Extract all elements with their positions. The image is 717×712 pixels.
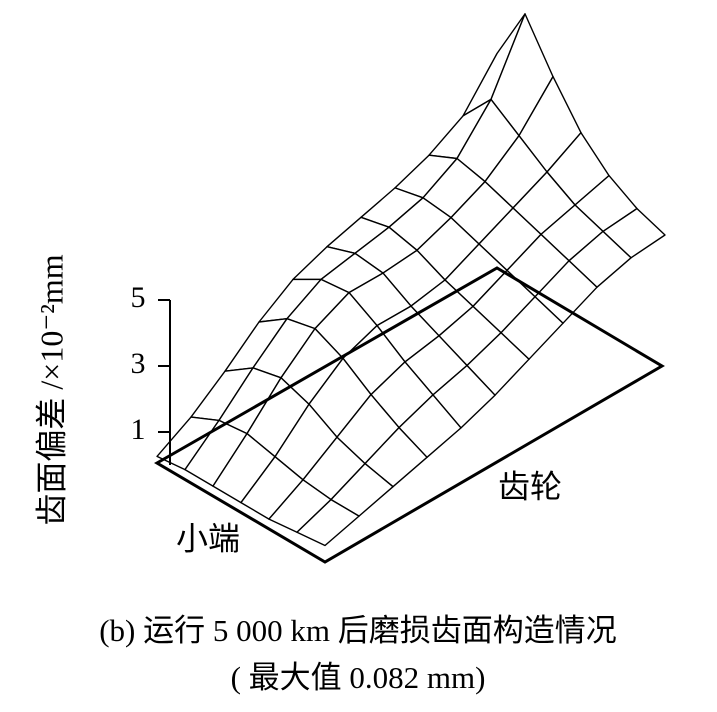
caption: ( 最大值 0.082 mm) [231,660,486,695]
base-plane [154,266,665,564]
x-axis-label: 小端 [176,520,240,556]
z-axis-label: 齿面偏差 /×10⁻²mm [33,254,69,525]
caption: (b) 运行 5 000 km 后磨损齿面构造情况 [99,613,617,648]
surface-cell [296,498,360,547]
z-tick-label: 3 [131,347,146,380]
y-axis-label: 齿轮 [498,468,562,504]
z-tick-label: 5 [131,281,146,314]
surface [156,13,666,547]
z-tick-label: 1 [131,413,146,446]
